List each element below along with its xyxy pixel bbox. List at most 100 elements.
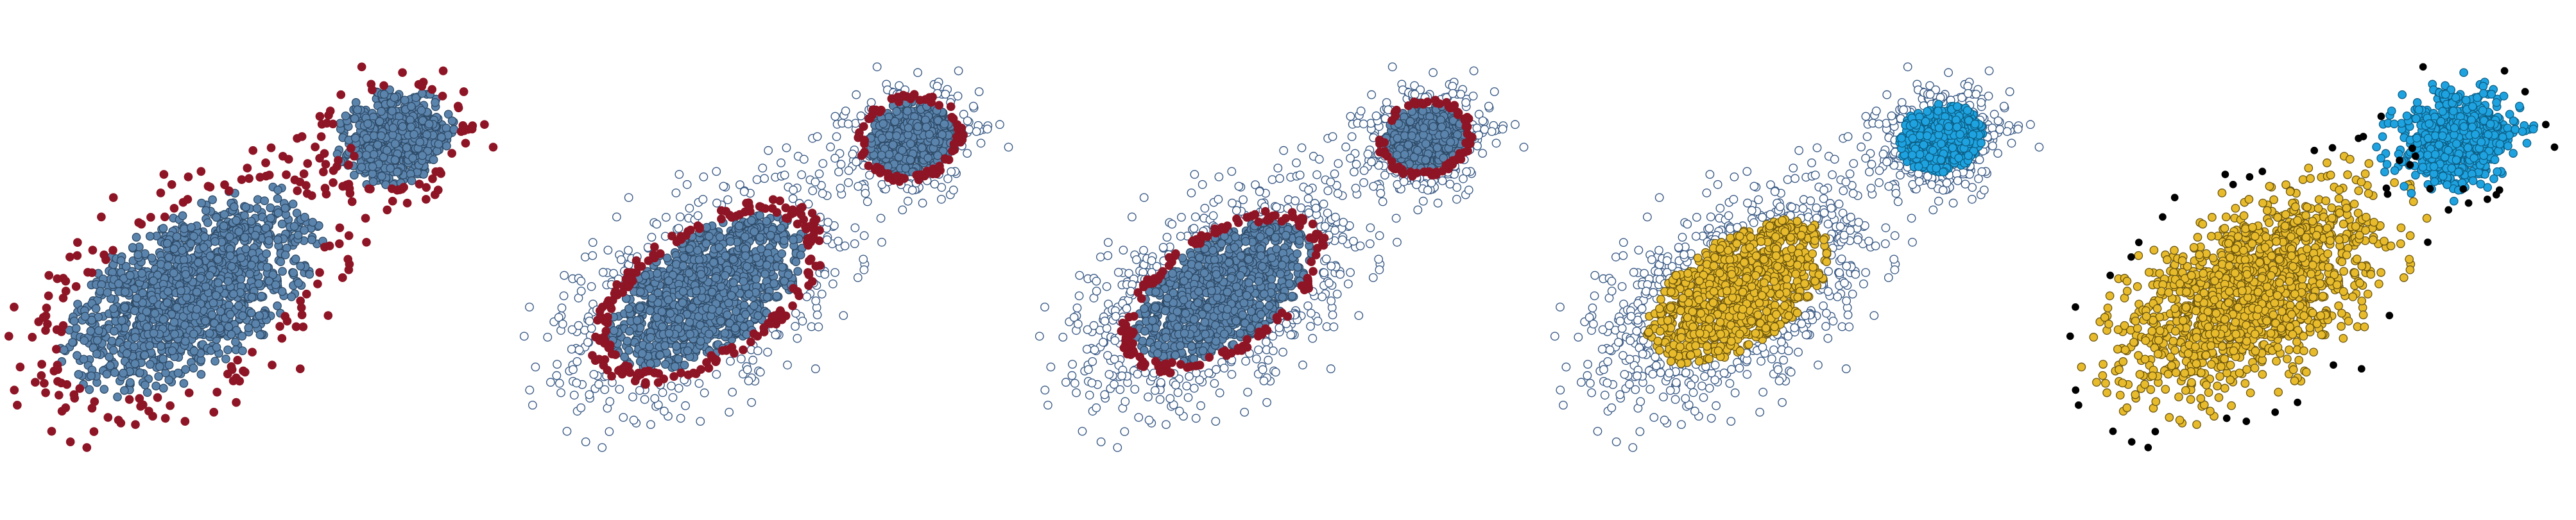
panel-1-boundary-point [65,437,75,446]
panel-2-periphery-point [555,378,564,388]
panel-1-core-point [236,253,246,262]
panel-1-core-point [212,342,221,352]
panel-2-core-point [694,255,704,265]
panel-1-core-point [416,106,426,115]
panel-2-periphery-point [841,106,850,116]
panel-2-periphery-point [865,171,874,180]
panel-2-periphery-point [834,237,843,246]
panel-2-core-point [678,261,688,271]
panel-2-core-point [664,295,673,305]
panel-3-periphery-point [1335,269,1345,279]
panel-3-periphery-point [1200,203,1210,213]
panel-3-periphery-point [1176,231,1185,241]
panel-1-boundary-point [282,170,291,180]
panel-3-periphery-point [1330,226,1339,235]
panel-1-core-point [207,310,217,319]
panel-1-core-point [368,177,378,187]
panel-1-boundary-point [480,120,489,130]
panel-1-core-point [169,268,178,278]
panel-2-periphery-point [646,420,655,429]
panel-2-boundary-point [716,206,726,215]
panel-1-boundary-point [338,181,348,191]
panel-1-core-point [201,206,210,215]
panel-3-periphery-point [1190,170,1199,179]
panel-1-core-point [137,269,146,278]
panel-2-core-point [685,317,694,327]
panel-2-periphery-point [863,197,872,206]
panel-1-core-point [159,224,168,233]
panel-3-periphery-point [1068,360,1077,369]
panel-2-periphery-point [995,120,1004,130]
panel-2-periphery-point [758,164,768,173]
panel-1-core-point [221,354,230,364]
panel-1-boundary-point [40,378,49,388]
panel-2-periphery-point [747,398,756,407]
panel-1-core-point [341,111,350,121]
panel-1-core-point [400,96,409,105]
panel-2-periphery-point [635,386,644,395]
panel-1-boundary-point [296,296,305,306]
panel-3-periphery-point [1100,316,1110,326]
panel-2-periphery-point [616,255,626,264]
panel-2-core-point [789,235,798,244]
panel-3-periphery-point [1423,185,1432,195]
panel-1-core-point [151,382,160,390]
panel-1-core-point [85,385,94,394]
panel-1-boundary-point [447,149,456,158]
panel-2-periphery-point [712,198,721,208]
panel-1-boundary-point [101,255,110,264]
panel-1-core-point [205,251,215,260]
panel-2-periphery-point [659,407,669,416]
panel-1-core-point [94,326,103,335]
panel-3-periphery-point [1264,355,1273,365]
panel-3-periphery-point [1067,371,1077,380]
panel-2-boundary-point [766,319,776,328]
panel-2-boundary-point [806,255,816,264]
panel-3-periphery-point [1182,382,1192,390]
panel-3-periphery-point [1306,322,1315,331]
panel-1-core-point [145,231,155,241]
panel-1-boundary-point [347,144,356,153]
panel-2-periphery-point [658,388,667,398]
panel-1-boundary-point [28,333,37,342]
panel-2-periphery-point [587,281,596,291]
panel-1-core-point [172,303,182,312]
panel-1-boundary-point [56,378,66,388]
panel-2-periphery-point [605,427,614,436]
panel-1-boundary-point [319,167,328,176]
panel-1-boundary-point [299,169,309,178]
panel-2-boundary-point [865,114,875,123]
panel-2-core-point [769,279,778,289]
panel-2-boundary-point [894,94,903,104]
panel-3-periphery-point [1092,276,1101,286]
panel-3-periphery-point [1346,153,1355,163]
panel-3-periphery-point [1139,193,1149,202]
panel-1-boundary-point [329,166,338,175]
panel-1-core-point [351,133,360,143]
panel-2-periphery-point [676,414,685,423]
panel-3-periphery-point [1171,380,1180,390]
panel-2-core-point [933,151,943,160]
panel-1-core-point [300,212,309,222]
panel-2-periphery-point [853,273,863,282]
panel-3-periphery-point [1448,81,1457,91]
panel-1-core-point [200,232,209,242]
panel-1-core-point [393,167,402,177]
panel-2-boundary-point [781,203,791,212]
panel-1-core-point [402,143,411,153]
panel-2-periphery-point [726,356,735,366]
panel-1-core-point [375,117,384,126]
panel-3-periphery-point [1214,194,1223,204]
panel-1-boundary-point [453,101,463,111]
panel-2-core-point [888,140,898,149]
panel-2-core-point [640,271,650,280]
panel-2-core-point [624,304,633,314]
panel-1-core-point [135,368,144,378]
panel-3-periphery-point [1074,319,1083,329]
panel-1-boundary-point [282,316,292,326]
panel-2-boundary-point [631,268,641,277]
panel-2-periphery-point [682,180,692,189]
panel-1-boundary-point [156,189,166,197]
panel-1-core-point [128,242,137,252]
panel-1-core-point [382,146,391,155]
